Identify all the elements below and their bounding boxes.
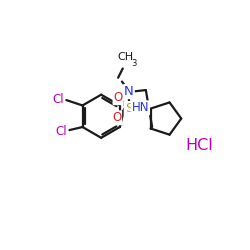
Text: 3: 3: [131, 60, 136, 68]
Text: CH: CH: [118, 52, 134, 62]
Text: Cl: Cl: [52, 93, 64, 106]
Text: HN: HN: [132, 101, 149, 114]
Text: N: N: [124, 85, 134, 98]
Text: O: O: [112, 111, 121, 124]
Text: S: S: [125, 102, 133, 115]
Text: Cl: Cl: [56, 125, 67, 138]
Text: HCl: HCl: [186, 138, 214, 153]
Text: O: O: [114, 91, 123, 104]
